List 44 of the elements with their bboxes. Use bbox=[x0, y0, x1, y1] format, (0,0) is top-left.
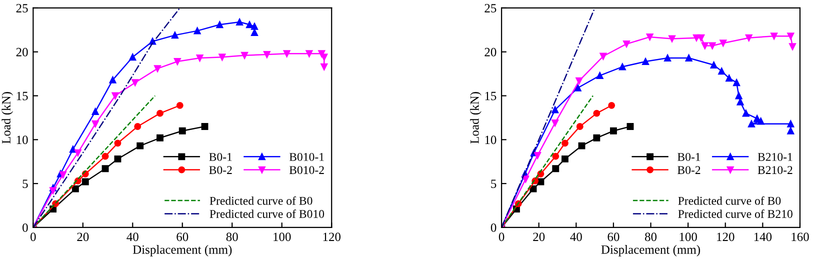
x-tick-label: 120 bbox=[717, 232, 734, 242]
legend-label: B210-2 bbox=[758, 166, 792, 174]
y-tick-label: 0 bbox=[490, 223, 496, 232]
legend-label: B010-2 bbox=[289, 166, 324, 174]
x-tick-label: 40 bbox=[570, 232, 582, 242]
x-tick-label: 60 bbox=[176, 232, 188, 242]
legend-label: B010-1 bbox=[289, 152, 324, 161]
y-tick-label: 25 bbox=[484, 4, 496, 12]
legend-label: B210-1 bbox=[758, 152, 792, 161]
x-axis-title: Displacement (mm) bbox=[601, 245, 700, 256]
legend-label: B0-2 bbox=[678, 166, 700, 174]
x-tick-label: 0 bbox=[498, 232, 504, 242]
legend-label: Predicted curve of B210 bbox=[678, 210, 792, 218]
y-tick-label: 20 bbox=[16, 48, 28, 56]
x-axis-title: Displacement (mm) bbox=[132, 245, 232, 256]
legend-label: Predicted curve of B0 bbox=[210, 196, 312, 205]
y-tick-label: 20 bbox=[484, 48, 496, 56]
x-tick-label: 100 bbox=[274, 232, 291, 242]
legend-label: B0-1 bbox=[678, 152, 700, 161]
x-tick-label: 80 bbox=[644, 232, 657, 242]
y-axis-title: Load (kN) bbox=[470, 92, 482, 144]
y-tick-label: 15 bbox=[16, 92, 28, 100]
x-tick-label: 100 bbox=[680, 232, 697, 242]
y-tick-label: 25 bbox=[16, 4, 28, 12]
legend-label: Predicted curve of B010 bbox=[210, 210, 324, 218]
y-tick-label: 5 bbox=[22, 180, 28, 188]
x-tick-label: 140 bbox=[754, 232, 772, 242]
x-tick-label: 0 bbox=[30, 232, 36, 242]
y-tick-label: 5 bbox=[491, 180, 496, 188]
x-tick-label: 60 bbox=[608, 232, 620, 242]
legend-label: B0-2 bbox=[209, 166, 232, 174]
y-tick-label: 0 bbox=[22, 223, 28, 232]
x-tick-label: 20 bbox=[533, 232, 545, 242]
x-tick-label: 20 bbox=[77, 232, 89, 242]
x-tick-label: 40 bbox=[126, 232, 138, 242]
x-tick-label: 160 bbox=[792, 232, 809, 242]
y-tick-label: 10 bbox=[485, 136, 496, 144]
legend-label: B0-1 bbox=[209, 152, 232, 161]
y-tick-label: 10 bbox=[16, 136, 28, 144]
legend-label: Predicted curve of B0 bbox=[678, 196, 781, 205]
x-tick-label: 80 bbox=[226, 232, 238, 242]
y-tick-label: 15 bbox=[485, 92, 496, 100]
y-axis-title: Load (kN) bbox=[2, 92, 14, 144]
x-tick-label: 120 bbox=[323, 232, 340, 242]
